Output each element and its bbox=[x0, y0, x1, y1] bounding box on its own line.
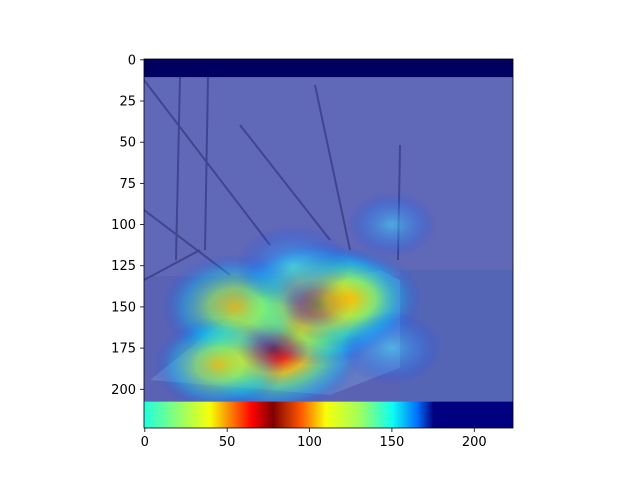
y-tick-label: 50 bbox=[119, 136, 136, 151]
x-tick-label: 50 bbox=[219, 435, 236, 450]
y-tick-label: 125 bbox=[111, 259, 136, 274]
letterbox-bottom-band bbox=[144, 401, 513, 428]
heatmap-hotspots bbox=[152, 192, 443, 413]
x-tick-label: 150 bbox=[380, 435, 405, 450]
y-tick-label: 100 bbox=[111, 218, 136, 233]
hotspot-7 bbox=[346, 192, 437, 258]
hotspot-6 bbox=[340, 311, 443, 385]
letterbox-top bbox=[144, 59, 513, 78]
x-tick-label: 0 bbox=[141, 435, 149, 450]
y-axis: 0 25 50 75 100 125 150 175 200 bbox=[111, 53, 144, 398]
plot-area bbox=[144, 59, 513, 428]
y-tick-label: 0 bbox=[128, 53, 136, 68]
y-tick-label: 75 bbox=[119, 177, 136, 192]
plot-frame bbox=[143, 58, 514, 429]
y-tick-label: 25 bbox=[119, 95, 136, 110]
x-axis: 0 50 100 150 200 bbox=[141, 428, 487, 450]
x-tick-label: 200 bbox=[462, 435, 487, 450]
y-tick-label: 150 bbox=[111, 300, 136, 315]
y-tick-label: 175 bbox=[111, 342, 136, 357]
hotspot-4 bbox=[236, 224, 351, 307]
x-tick-label: 100 bbox=[297, 435, 322, 450]
hotspot-5 bbox=[152, 317, 285, 412]
y-tick-label: 200 bbox=[111, 383, 136, 398]
